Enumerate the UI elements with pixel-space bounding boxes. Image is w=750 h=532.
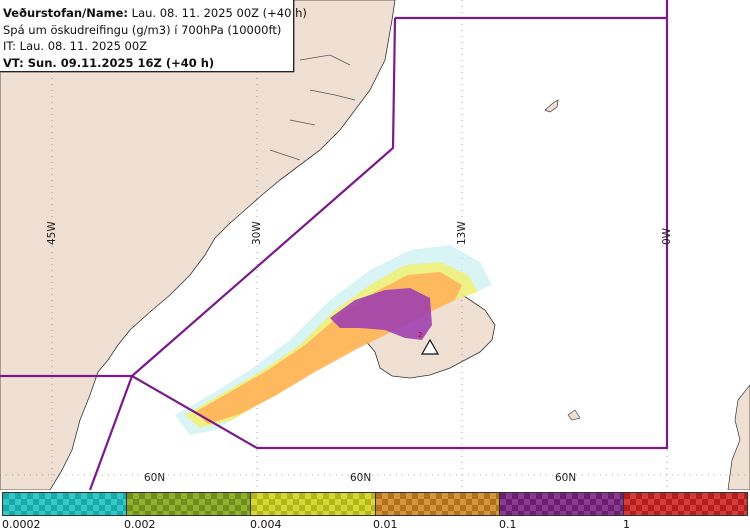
greenland-land: [0, 0, 396, 490]
volcano-vent-marker: 2: [418, 331, 440, 355]
legend-swatch-purple: [499, 493, 624, 515]
parallel-label-60n-left: 60N: [144, 472, 165, 484]
norway-coast: [727, 384, 750, 490]
issue-time: IT: Lau. 08. 11. 2025 00Z: [3, 39, 148, 53]
legend-swatch-orange: [375, 493, 500, 515]
org-value: Lau. 08. 11. 2025 00Z (+40 h): [128, 6, 307, 20]
org-label: Veðurstofan/Name:: [3, 6, 128, 20]
forecast-description: Spá um öskudreifingu (g/m3) í 700hPa (10…: [3, 22, 282, 37]
legend-bar: [2, 492, 748, 516]
legend-tick-2: 0.004: [250, 518, 282, 531]
meridian-label-0w: 0W: [661, 227, 673, 245]
meridian-label-45w: 45W: [46, 221, 58, 245]
forecast-map: 2 45W 30W 13W 0W 60N 60N 60N: [0, 0, 750, 490]
parallel-label-60n-center: 60N: [350, 472, 371, 484]
legend-swatch-red: [623, 493, 748, 515]
legend-tick-1: 0.002: [124, 518, 156, 531]
flight-region-boundary: [0, 16, 669, 490]
small-island: [544, 99, 559, 113]
forecast-info-box: Veðurstofan/Name: Lau. 08. 11. 2025 00Z …: [0, 0, 307, 72]
concentration-legend: 0.0002 0.002 0.004 0.01 0.1 1: [0, 490, 750, 532]
legend-tick-4: 0.1: [499, 518, 517, 531]
org-line: Veðurstofan/Name: Lau. 08. 11. 2025 00Z …: [3, 5, 307, 22]
legend-tick-0: 0.0002: [2, 518, 41, 531]
ash-layer-purple: [330, 288, 432, 340]
legend-swatch-yellow: [251, 493, 376, 515]
parallel-label-60n-right: 60N: [555, 472, 576, 484]
legend-tick-3: 0.01: [373, 518, 398, 531]
fjord-lines: [269, 54, 356, 161]
legend-tick-5: 1: [623, 518, 630, 531]
faroe-islands: [567, 409, 581, 421]
vent-label: 2: [418, 331, 422, 339]
valid-time: VT: Sun. 09.11.2025 16Z (+40 h): [3, 55, 215, 70]
meridian-label-13w: 13W: [456, 221, 468, 245]
legend-swatch-cyan: [3, 493, 128, 515]
meridian-label-30w: 30W: [251, 221, 263, 245]
legend-swatch-olive: [127, 493, 252, 515]
